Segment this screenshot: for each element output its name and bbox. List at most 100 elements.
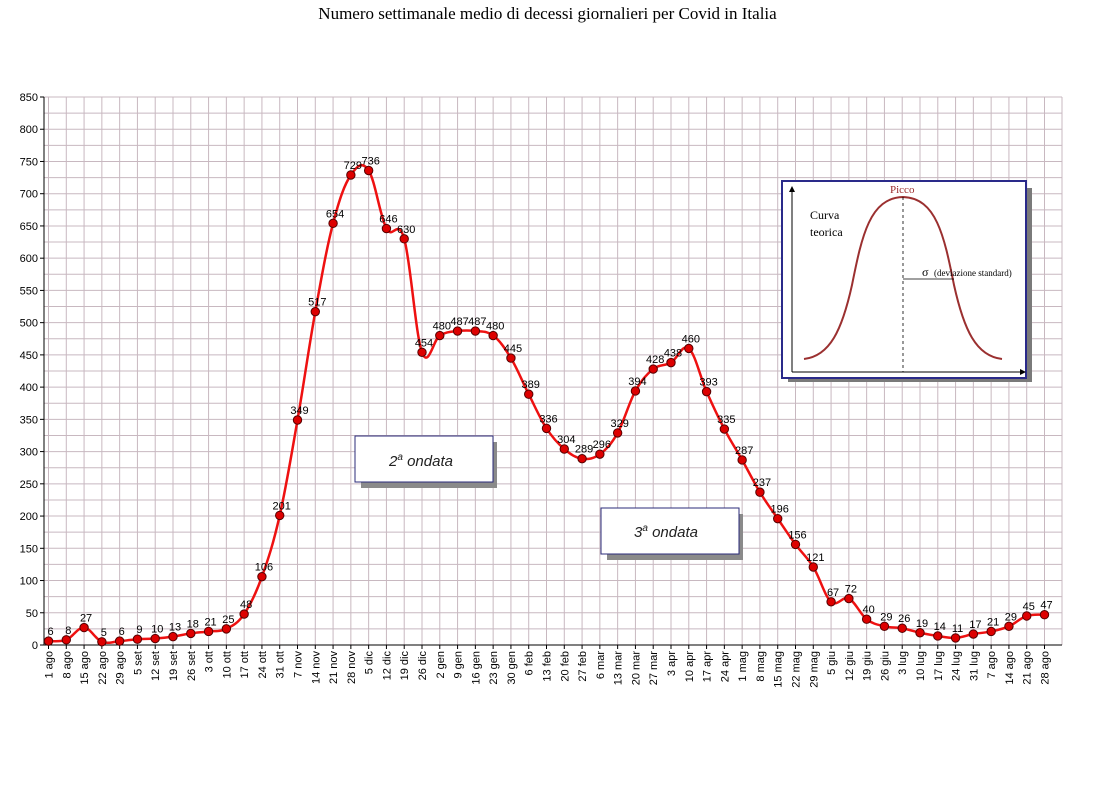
y-tick-label: 450 <box>20 350 38 362</box>
data-label: 21 <box>204 616 216 628</box>
inset-sigma-label: (deviazione standard) <box>934 268 1012 278</box>
data-point <box>363 165 374 176</box>
data-point <box>43 636 54 646</box>
x-tick-label: 6 mar <box>595 651 607 679</box>
x-tick-label: 10 ott <box>221 651 233 679</box>
y-tick-label: 100 <box>20 576 38 588</box>
data-point <box>310 306 320 317</box>
data-label: 389 <box>522 379 540 391</box>
data-point <box>399 234 409 244</box>
data-label: 106 <box>255 562 273 574</box>
data-point <box>666 357 676 368</box>
data-label: 630 <box>397 224 415 236</box>
y-tick-label: 850 <box>20 92 38 104</box>
data-point <box>186 628 196 639</box>
data-label: 26 <box>898 613 910 625</box>
x-tick-label: 27 mar <box>648 651 660 686</box>
x-tick-label: 8 mag <box>755 651 767 682</box>
x-tick-label: 10 lug <box>915 651 927 681</box>
data-point <box>381 223 392 234</box>
inset-theoretical-curve: Picco Curva teorica σ (deviazione standa… <box>781 180 1032 382</box>
data-point <box>346 170 356 180</box>
data-point <box>132 634 143 644</box>
x-tick-label: 15 mag <box>773 651 785 688</box>
x-tick-label: 26 giu <box>879 651 891 681</box>
annotation-third-wave-text: 3a ondata <box>634 523 698 541</box>
data-point <box>452 326 463 336</box>
data-label: 201 <box>273 500 291 512</box>
data-label: 454 <box>415 337 433 349</box>
data-point <box>435 330 445 341</box>
x-tick-label: 13 mar <box>613 651 625 686</box>
x-tick-label: 24 apr <box>719 651 731 683</box>
x-tick-label: 13 feb <box>542 651 554 682</box>
y-tick-label: 50 <box>26 608 38 620</box>
x-tick-label: 3 ott <box>204 651 216 672</box>
data-point <box>630 386 641 396</box>
x-tick-label: 28 ago <box>1040 651 1052 685</box>
data-label: 487 <box>468 316 486 328</box>
data-point <box>328 218 338 229</box>
data-point <box>541 423 552 434</box>
x-tick-label: 3 lug <box>897 651 909 675</box>
data-label: 40 <box>863 604 875 616</box>
x-tick-label: 17 lug <box>933 651 945 681</box>
inset-curve-label-2: teorica <box>810 225 843 239</box>
x-tick-label: 19 giu <box>862 651 874 681</box>
x-tick-label: 5 giu <box>826 651 838 675</box>
data-label: 11 <box>952 623 963 635</box>
y-tick-label: 800 <box>20 124 38 136</box>
x-tick-label: 23 gen <box>488 651 500 685</box>
data-point <box>1004 621 1014 632</box>
data-label: 72 <box>845 584 857 596</box>
x-tick-label: 31 ott <box>275 651 287 679</box>
x-tick-label: 5 dic <box>364 651 376 675</box>
data-point <box>612 428 623 438</box>
data-label: 736 <box>361 155 379 167</box>
data-label: 27 <box>80 613 92 625</box>
y-tick-label: 550 <box>20 285 38 297</box>
data-point <box>239 609 249 619</box>
x-tick-label: 17 ott <box>239 651 251 679</box>
axes <box>43 97 1062 646</box>
data-label: 289 <box>575 444 593 456</box>
y-tick-label: 500 <box>20 318 38 330</box>
data-point <box>719 424 730 434</box>
data-label: 156 <box>788 529 806 541</box>
x-tick-label: 3 apr <box>666 651 678 676</box>
data-point <box>559 444 569 454</box>
data-point <box>168 631 178 642</box>
data-label: 329 <box>610 418 628 430</box>
data-label: 336 <box>539 413 557 425</box>
data-label: 517 <box>308 297 326 309</box>
data-point <box>968 629 979 639</box>
data-label: 5 <box>101 627 107 639</box>
x-tick-label: 31 lug <box>968 651 980 681</box>
x-tick-label: 27 feb <box>577 651 589 682</box>
data-point <box>506 353 516 363</box>
y-tick-label: 0 <box>32 640 38 652</box>
data-label: 6 <box>119 626 125 638</box>
data-label: 445 <box>504 343 522 355</box>
data-label: 14 <box>934 621 946 633</box>
data-label: 428 <box>646 354 664 366</box>
data-point <box>701 386 712 397</box>
x-tick-label: 12 giu <box>844 651 856 681</box>
data-label: 480 <box>433 321 451 333</box>
data-point <box>203 626 214 637</box>
data-label: 6 <box>47 626 53 638</box>
data-point <box>773 513 783 524</box>
annotation-second-wave-text: 2a ondata <box>388 452 453 470</box>
data-label: 646 <box>379 214 397 226</box>
y-tick-label: 250 <box>20 479 38 491</box>
x-tick-label: 15 ago <box>79 651 91 685</box>
data-point <box>950 633 961 643</box>
data-label: 393 <box>699 377 717 389</box>
data-label: 9 <box>136 624 142 636</box>
data-point <box>292 415 303 425</box>
x-tick-label: 8 ago <box>61 651 73 679</box>
series-line <box>48 163 1045 645</box>
data-label: 10 <box>151 624 163 636</box>
